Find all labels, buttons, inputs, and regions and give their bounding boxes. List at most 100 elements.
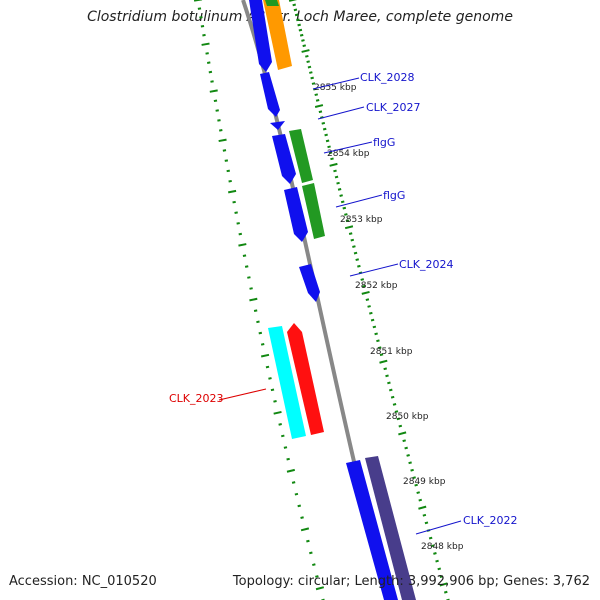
outer-tick [301,39,305,42]
inner-tick [283,446,288,449]
outer-tick [437,567,442,571]
outer-tick [402,439,406,443]
outer-tick [292,3,297,7]
inner-tick [247,276,251,279]
outer-tick [299,33,304,37]
scale-label: 2849 kbp [403,477,446,487]
outer-tick [418,498,423,502]
gene-label[interactable]: CLK_2023 [169,392,224,405]
outer-tick [362,284,366,288]
outer-tick [315,98,320,102]
outer-tick [348,232,353,235]
outer-tick [336,181,340,185]
outer-tick [334,175,339,179]
gene-label[interactable]: flgG [383,189,405,202]
gene-label-layer: CLK_2028 CLK_2027 flgG flgG CLK_2024 CLK… [169,71,518,535]
inner-tick [226,169,230,173]
outer-tick [398,431,407,436]
inner-tick [236,222,240,225]
inner-tick [300,527,310,532]
inner-tick [268,377,272,380]
outer-tick [313,87,317,91]
outer-tick [310,76,314,80]
outer-tick [370,318,375,322]
gene-feature-blue-1[interactable] [249,0,272,72]
outer-tick [294,13,299,17]
gene-feature-cyan[interactable] [268,326,306,439]
inner-tick [200,24,205,28]
scale-label: 2850 kbp [386,412,429,422]
gene-label[interactable]: CLK_2028 [360,71,415,84]
outer-tick [329,162,338,167]
gene-feature-blue-5[interactable] [284,187,308,242]
outer-tick [355,258,360,262]
outer-tick [307,65,312,69]
inner-tick [249,297,258,302]
outer-tick [408,461,412,465]
outer-tick [414,483,418,487]
inner-tick [228,189,237,194]
outer-tick [311,82,316,85]
inner-tick [256,320,260,324]
gene-feature-blue-3[interactable] [270,121,285,130]
gene-feature-blue-4[interactable] [272,134,296,184]
inner-tick [228,179,232,183]
label-leader [312,77,360,90]
inner-tick [193,0,203,2]
outer-tick [350,238,355,242]
gene-feature-navy[interactable] [365,456,416,600]
outer-tick [428,536,433,540]
gene-feature-blue-2[interactable] [260,72,280,117]
outer-tick [297,23,301,27]
inner-tick [291,481,296,484]
gene-feature-green-1[interactable] [289,129,313,183]
gene-feature-green-2[interactable] [302,183,325,239]
gene-feature-green-top[interactable] [265,0,279,6]
outer-tick [318,110,323,114]
outer-tick [330,157,334,161]
outer-tick [288,0,298,2]
gene-label[interactable]: CLK_2022 [463,514,518,527]
outer-tick [340,200,345,204]
scale-label: 2851 kbp [370,347,413,357]
outer-tick [390,395,395,399]
gene-feature-orange[interactable] [263,0,292,70]
inner-tick [281,434,285,438]
gene-label[interactable]: CLK_2024 [399,258,454,271]
outer-tick [309,71,313,74]
outer-tick [306,60,310,64]
inner-tick [222,149,227,152]
inner-tick [213,99,218,103]
outer-tick [385,374,389,378]
gene-label[interactable]: flgG [373,136,395,149]
scale-label: 2852 kbp [355,281,398,291]
label-leader [323,141,373,154]
inner-tick [208,70,213,74]
outer-tick [298,28,303,32]
inner-tick [309,551,313,555]
inner-tick [286,457,290,461]
gene-feature-blue-6[interactable] [299,264,320,302]
inner-tick [297,504,302,508]
outer-tick [339,194,343,197]
gene-label[interactable]: CLK_2027 [366,101,421,114]
gene-feature-red[interactable] [287,323,324,435]
outer-tick [383,367,388,371]
outer-tick [435,559,439,563]
outer-tick [305,54,309,58]
outer-tick [337,188,342,191]
inner-tick [210,80,214,83]
outer-tick [410,468,414,472]
gene-feature-blue-7[interactable] [346,460,398,600]
scale-label: 2848 kbp [421,542,464,552]
inner-tick [232,200,236,204]
outer-tick [324,133,328,137]
outer-tick [392,403,397,406]
outer-tick [352,245,356,248]
outer-tick [301,49,310,53]
inner-tick [199,16,203,19]
inner-tick [306,539,310,543]
inner-tick [260,353,270,358]
